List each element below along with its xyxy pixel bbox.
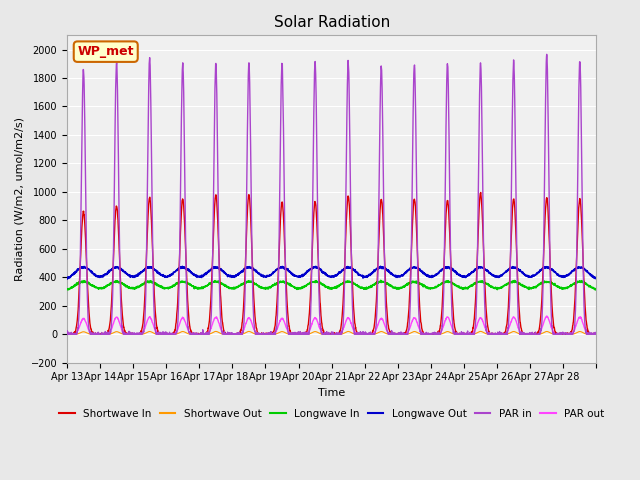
Y-axis label: Radiation (W/m2, umol/m2/s): Radiation (W/m2, umol/m2/s) [15, 117, 25, 281]
X-axis label: Time: Time [318, 388, 345, 398]
Legend: Shortwave In, Shortwave Out, Longwave In, Longwave Out, PAR in, PAR out: Shortwave In, Shortwave Out, Longwave In… [55, 405, 608, 423]
Title: Solar Radiation: Solar Radiation [273, 15, 390, 30]
Text: WP_met: WP_met [77, 45, 134, 58]
